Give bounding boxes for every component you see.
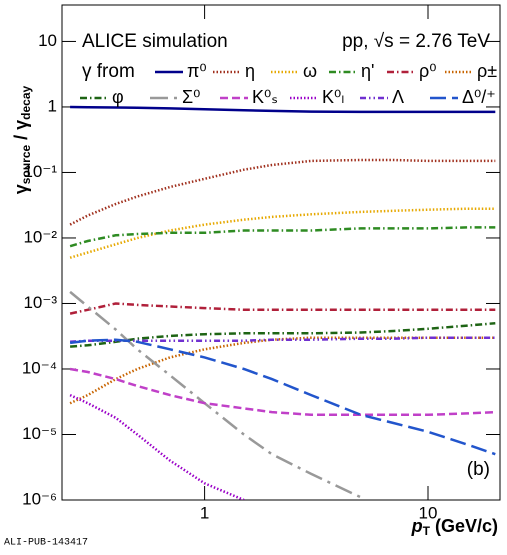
series-line — [69, 338, 496, 456]
legend-label: φ — [112, 87, 124, 107]
legend-label: ρ⁰ — [419, 61, 436, 81]
y-label-part: γ — [11, 184, 31, 194]
legend-label: K⁰ₛ — [252, 87, 278, 107]
series-line — [69, 158, 496, 226]
x-label-part: p — [411, 516, 423, 536]
series-line — [69, 226, 496, 248]
y-tick-label: 10⁻¹ — [23, 162, 57, 181]
legend-label: η — [245, 61, 255, 81]
y-label-part: decay — [19, 85, 33, 119]
y-axis-label: γsource / γdecay — [11, 85, 33, 194]
x-axis-label: pT (GeV/c) — [411, 516, 498, 538]
series-line — [69, 207, 496, 259]
series-line — [70, 336, 496, 344]
y-tick-label: 10⁻³ — [23, 293, 57, 312]
legend-title: γ from — [82, 61, 135, 82]
series-line — [69, 302, 496, 315]
panel-label: (b) — [467, 459, 490, 480]
footer: ALI-PUB-143417 — [4, 538, 88, 549]
legend-label: Λ — [392, 87, 404, 107]
series-line — [69, 290, 362, 499]
x-tick-label: 1 — [200, 503, 209, 522]
y-label-part: / γ — [11, 120, 31, 145]
y-tick-label: 10⁻⁴ — [22, 358, 57, 377]
y-tick-label: 10⁻⁶ — [22, 489, 57, 508]
legend-label: Δ⁰/⁺ — [462, 87, 496, 107]
y-tick-label: 10⁻² — [23, 227, 57, 246]
x-label-part: (GeV/c) — [430, 516, 498, 536]
y-tick-label: 1 — [48, 96, 57, 115]
x-tick-label: 10 — [419, 503, 438, 522]
legend-label: ω — [303, 61, 317, 81]
series-line — [69, 393, 245, 500]
legend-label: η' — [361, 61, 374, 81]
series-line — [70, 105, 496, 114]
plot-frame — [61, 4, 501, 501]
y-tick-label: 10⁻⁵ — [22, 424, 57, 443]
legend-label: ρ± — [477, 61, 497, 81]
legend-label: Σ⁰ — [182, 87, 200, 107]
y-label-part: source — [19, 145, 33, 185]
series-line — [70, 321, 496, 348]
legend-label: π⁰ — [187, 61, 207, 81]
series-line — [69, 367, 496, 417]
annotation: pp, √s = 2.76 TeV — [342, 31, 490, 52]
legend-label: K⁰ₗ — [322, 87, 344, 107]
annotation: ALICE simulation — [82, 31, 228, 52]
series-line — [69, 336, 496, 405]
y-tick-label: 10 — [38, 31, 57, 50]
x-label-part: T — [423, 524, 431, 538]
